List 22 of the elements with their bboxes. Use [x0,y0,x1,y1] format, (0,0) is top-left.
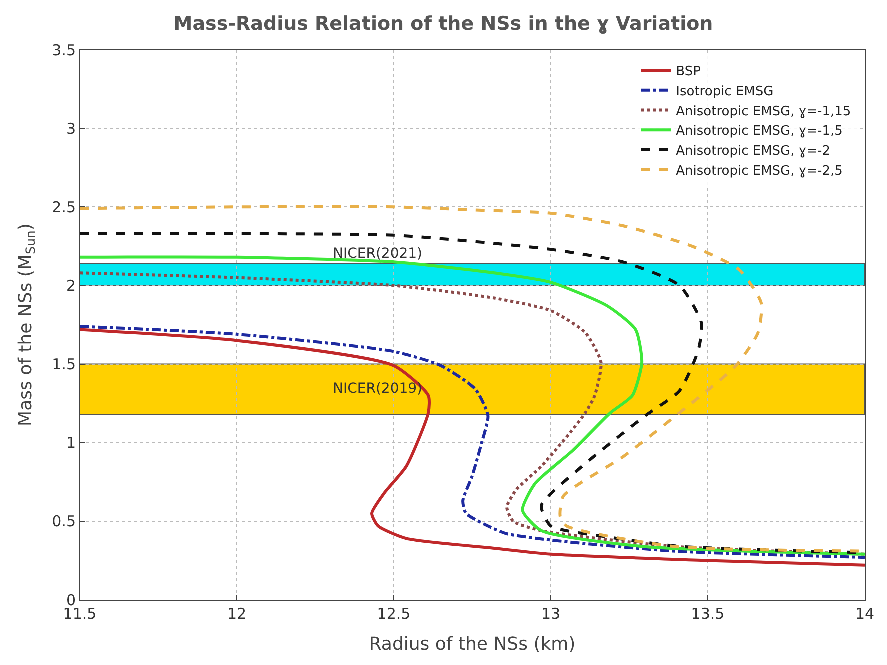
y-tick-label: 3.5 [52,41,76,60]
legend-label: Isotropic EMSG [676,84,774,100]
y-tick-label: 1.5 [52,356,76,374]
legend-label: Anisotropic EMSG, ɣ=-1,5 [676,124,843,140]
x-tick-label: 14 [855,605,875,623]
legend-label: Anisotropic EMSG, ɣ=-2,5 [676,164,843,180]
x-tick-label: 13.5 [691,605,725,623]
x-tick-label: 13 [541,605,561,623]
x-tick-label: 12 [227,605,247,623]
y-tick-label: 2.5 [52,198,76,216]
y-tick-label: 3 [66,120,76,138]
band-label: NICER(2019) [333,381,423,397]
band-label: NICER(2021) [333,246,423,262]
x-tick-label: 12.5 [377,605,411,623]
chart-title: Mass-Radius Relation of the NSs in the ɣ Variation [174,12,714,35]
y-tick-label: 2 [66,276,76,295]
legend-label: Anisotropic EMSG, ɣ=-1,15 [676,104,852,120]
legend-label: BSP [676,64,702,80]
legend-label: Anisotropic EMSG, ɣ=-2 [676,144,830,160]
x-axis-title: Radius of the NSs (km) [369,634,576,656]
y-tick-label: 1 [66,434,76,452]
y-tick-label: 0.5 [52,512,76,531]
